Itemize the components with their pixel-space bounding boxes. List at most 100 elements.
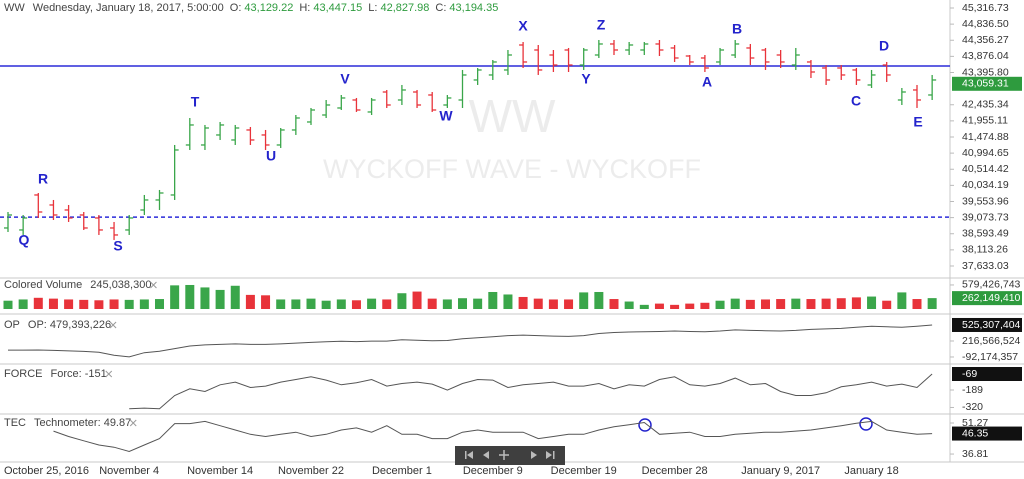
- navigation-bar[interactable]: [455, 446, 565, 465]
- wave-annotation: X: [518, 18, 528, 34]
- close-icon[interactable]: [109, 321, 117, 329]
- volume-bar: [836, 298, 846, 309]
- y-tick-label: 42,435.34: [962, 99, 1009, 111]
- volume-bar: [867, 296, 877, 309]
- volume-bar: [579, 292, 589, 309]
- volume-bar: [276, 299, 286, 309]
- nav-first[interactable]: [467, 451, 473, 459]
- volume-bar: [109, 299, 119, 309]
- x-tick-label: November 14: [187, 465, 253, 477]
- last-value-label: -69: [962, 368, 977, 380]
- close-icon[interactable]: [129, 419, 137, 427]
- volume-bar: [776, 299, 786, 309]
- y-tick-label: 39,073.73: [962, 211, 1009, 223]
- legend-label: O:: [230, 2, 242, 14]
- x-tick-label: December 28: [642, 465, 708, 477]
- legend-value: 43,129.22: [244, 2, 293, 14]
- y-tick-label: -320: [962, 401, 983, 413]
- volume-bar: [230, 285, 240, 309]
- indicator-line: [8, 324, 933, 358]
- wave-annotation: S: [113, 238, 122, 254]
- x-tick-label: December 1: [372, 465, 432, 477]
- volume-bar: [427, 298, 437, 309]
- volume-bar: [761, 299, 770, 309]
- indicator-line: [53, 420, 933, 453]
- volume-bar: [3, 300, 13, 309]
- panel-title: Colored Volume 245,038,300: [4, 279, 151, 291]
- volume-bar: [700, 302, 710, 309]
- highlight-circle: [638, 418, 652, 432]
- nav-last[interactable]: [546, 451, 552, 459]
- volume-bar: [715, 300, 725, 309]
- wave-annotation: V: [340, 71, 350, 87]
- x-tick-label: December 19: [551, 465, 617, 477]
- volume-bar: [670, 304, 680, 309]
- panel-subtitle: OP: 479,393,226: [28, 319, 111, 331]
- wave-annotation: U: [266, 148, 276, 164]
- nav-pan[interactable]: [499, 450, 509, 460]
- panel-subtitle: Force: -151: [51, 368, 107, 380]
- volume-bar: [367, 298, 377, 309]
- legend-value: 42,827.98: [380, 2, 429, 14]
- volume-bar: [882, 300, 892, 309]
- volume-bar: [821, 298, 831, 309]
- legend-value: 43,447.15: [313, 2, 362, 14]
- volume-bar: [124, 299, 134, 309]
- watermark-layer: WW WYCKOFF WAVE - WYCKOFF: [323, 90, 701, 184]
- y-tick-label: 45,316.73: [962, 2, 1009, 14]
- volume-bar: [624, 301, 634, 309]
- nav-first-bar: [465, 451, 467, 459]
- nav-back[interactable]: [483, 451, 489, 459]
- panel-subtitle: Wednesday, January 18, 2017, 5:00:00: [33, 2, 224, 14]
- watermark: WW: [469, 90, 556, 142]
- close-icon[interactable]: [105, 370, 113, 378]
- volume-bar: [200, 287, 210, 309]
- volume-bar: [170, 285, 180, 309]
- volume-bar: [594, 291, 604, 309]
- last-value-label: 525,307,404: [962, 319, 1021, 331]
- volume-bar: [215, 289, 225, 309]
- wave-annotation: Q: [19, 232, 30, 248]
- highlight-circle: [859, 417, 873, 431]
- volume-bar: [155, 299, 164, 309]
- y-tick-label: 41,474.88: [962, 131, 1009, 143]
- volume-bar: [291, 299, 301, 309]
- volume-bar: [897, 292, 907, 309]
- panel-title: WW Wednesday, January 18, 2017, 5:00:00 O:…: [4, 2, 498, 14]
- volume-bar: [654, 303, 664, 309]
- y-tick-label: 40,034.19: [962, 179, 1009, 191]
- volume-bar: [639, 304, 649, 309]
- nav-forward[interactable]: [531, 451, 537, 459]
- volume-bar: [518, 296, 528, 309]
- last-value-box: [952, 291, 1022, 306]
- panel-name: TEC: [4, 417, 26, 429]
- panel-title: TEC Technometer: 49.87: [4, 417, 131, 429]
- y-tick-label: 38,113.26: [962, 244, 1008, 256]
- y-tick-label: -189: [962, 384, 983, 396]
- volume-bar: [185, 284, 195, 309]
- wave-annotation: Z: [597, 17, 606, 33]
- y-tick-label: 40,514.42: [962, 163, 1009, 175]
- volume-bar: [609, 299, 619, 309]
- volume-bar: [48, 298, 58, 309]
- volume-bar: [321, 300, 331, 309]
- y-tick-label: 44,356.27: [962, 34, 1009, 46]
- nav-last-bar: [553, 451, 555, 459]
- panel-name: Colored Volume: [4, 279, 82, 291]
- volume-bar: [912, 299, 922, 309]
- volume-bar: [33, 297, 43, 309]
- volume-bar: [791, 298, 801, 309]
- volume-bar: [730, 298, 740, 309]
- wave-annotation: E: [913, 114, 922, 130]
- indicator-line: [129, 373, 933, 410]
- close-icon[interactable]: [150, 281, 157, 289]
- legend-value: 43,194.35: [449, 2, 498, 14]
- last-value-box: [952, 76, 1022, 91]
- volume-bar: [473, 298, 483, 309]
- volume-bar: [261, 295, 271, 309]
- wave-annotation: T: [191, 94, 200, 110]
- y-tick-label: 43,395.80: [962, 66, 1009, 78]
